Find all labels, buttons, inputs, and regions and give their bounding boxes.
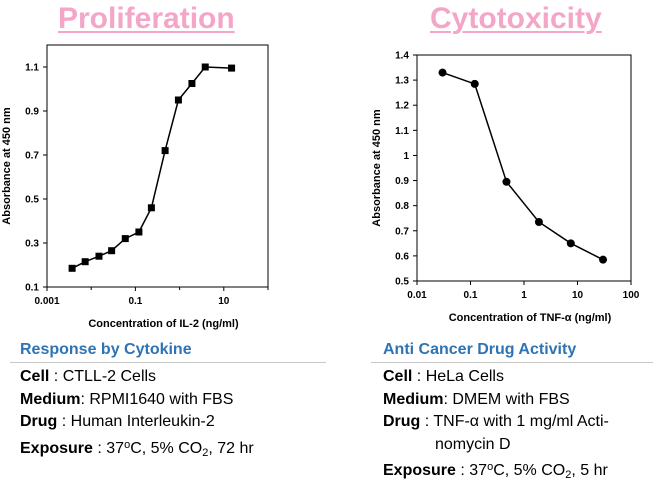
y-tick-label: 0.5 <box>25 195 39 206</box>
y-tick-label: 1.3 <box>395 76 409 87</box>
y-tick-label: 1 <box>403 151 409 162</box>
series-line <box>71 66 232 269</box>
y-tick-label: 1.4 <box>395 51 409 62</box>
y-tick-label: 0.7 <box>395 226 409 237</box>
x-tick-label: 100 <box>623 290 640 301</box>
y-tick-label: 0.9 <box>25 107 39 118</box>
x-tick-label: 10 <box>572 290 584 301</box>
cytotoxicity-panel: 0.5 0.6 0.7 0.8 0.9 1 1.1 1.2 1.3 1.4 0.01 0.1 1 10 10… <box>330 0 658 481</box>
x-tick-label: 0.001 <box>34 296 59 307</box>
data-point <box>502 177 511 186</box>
y-tick-label: 1.1 <box>25 63 39 74</box>
data-point <box>68 264 76 272</box>
y-axis-label: Absorbance at 450 nm <box>1 107 13 225</box>
spec-cell: Cell : CTLL-2 Cells <box>20 368 157 385</box>
data-point <box>135 228 143 236</box>
x-tick-label: 10 <box>218 296 230 307</box>
y-tick-label: 0.6 <box>395 251 409 262</box>
y-axis-label: Absorbance at 450 nm <box>371 109 383 227</box>
divider <box>10 362 326 363</box>
data-point <box>201 63 209 71</box>
data-point <box>438 68 447 77</box>
data-point <box>81 258 89 266</box>
y-tick-label: 1.2 <box>395 101 409 112</box>
x-tick-label: 0.1 <box>128 296 142 307</box>
spec-list: Cell : HeLa Cells Medium: DMEM with FBS … <box>383 366 658 487</box>
section-title: Response by Cytokine <box>20 341 192 358</box>
data-point <box>174 96 182 104</box>
data-point <box>108 247 116 255</box>
panel-heading: Cytotoxicity <box>430 2 602 35</box>
data-point <box>566 239 575 248</box>
spec-drug: Drug : TNF-α with 1 mg/ml Acti- <box>383 413 609 430</box>
data-point <box>147 204 155 212</box>
spec-exposure: Exposure : 37oC, 5% CO2, 72 hr <box>20 438 254 459</box>
data-point <box>95 252 103 260</box>
y-tick-label: 0.1 <box>25 283 39 294</box>
y-tick-label: 0.3 <box>25 239 39 250</box>
y-tick-label: 0.8 <box>395 201 409 212</box>
spec-drug-continued: nomycin D <box>435 435 511 453</box>
y-tick-label: 1.1 <box>395 126 409 137</box>
cytotoxicity-chart: 0.5 0.6 0.7 0.8 0.9 1 1.1 1.2 1.3 1.4 0.01 0.1 1 10 10… <box>371 51 640 325</box>
divider <box>371 362 653 363</box>
x-tick-label: 0.01 <box>407 290 427 301</box>
x-tick-label: 1 <box>521 290 527 301</box>
series-line <box>442 71 604 261</box>
proliferation-panel: 0.1 0.3 0.5 0.7 0.9 1.1 0.001 0.1 10 Concentratio… <box>0 0 330 481</box>
spec-cell: Cell : HeLa Cells <box>383 368 504 385</box>
plot-frame <box>46 44 269 288</box>
x-tick-label: 0.1 <box>464 290 478 301</box>
data-point <box>470 79 479 88</box>
spec-medium: Medium: DMEM with FBS <box>383 390 570 408</box>
spec-drug: Drug : Human Interleukin-2 <box>20 413 215 430</box>
data-point <box>188 80 196 87</box>
data-point <box>599 255 608 264</box>
proliferation-chart: 0.1 0.3 0.5 0.7 0.9 1.1 0.001 0.1 10 Concentratio… <box>1 44 269 330</box>
data-point <box>228 64 236 72</box>
data-point <box>161 147 169 155</box>
panel-heading: Proliferation <box>58 2 235 35</box>
spec-exposure: Exposure : 37oC, 5% CO2, 5 hr <box>383 461 608 481</box>
data-point <box>534 217 543 226</box>
spec-list: Cell : CTLL-2 Cells Medium: RPMI1640 wit… <box>20 366 325 464</box>
x-axis-label: Concentration of IL-2 (ng/ml) <box>88 318 239 330</box>
x-axis-label: Concentration of TNF-α (ng/ml) <box>449 312 612 324</box>
y-tick-label: 0.5 <box>395 277 409 288</box>
data-point <box>121 235 129 243</box>
y-tick-label: 0.9 <box>395 176 409 187</box>
spec-medium: Medium: RPMI1640 with FBS <box>20 390 234 408</box>
section-title: Anti Cancer Drug Activity <box>383 341 577 358</box>
y-tick-label: 0.7 <box>25 151 39 162</box>
plot-frame <box>416 54 632 282</box>
